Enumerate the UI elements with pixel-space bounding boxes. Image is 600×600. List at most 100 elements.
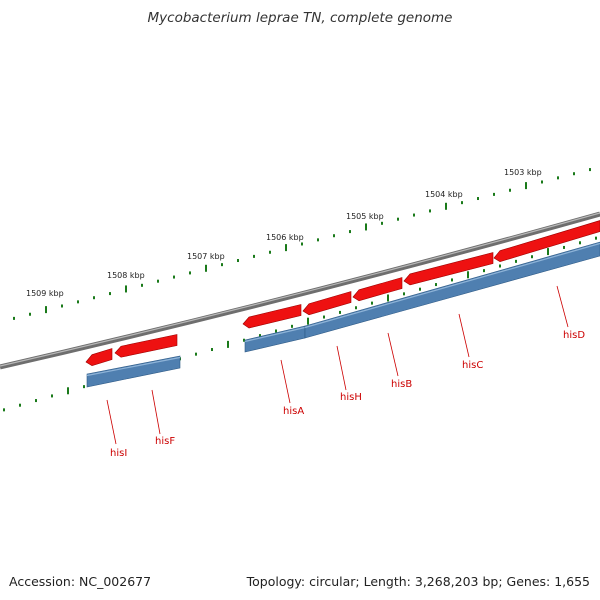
gene-leader-line — [151, 389, 161, 435]
minor-tick — [333, 234, 335, 238]
minor-tick — [563, 245, 565, 249]
genome-backbone — [0, 211, 600, 370]
minor-tick — [451, 278, 453, 282]
scale-label: 1508 kbp — [107, 271, 145, 280]
minor-tick — [477, 197, 479, 201]
scale-label: 1503 kbp — [504, 168, 542, 177]
gene-leader-line — [458, 313, 470, 358]
gene-label: hisI — [110, 448, 127, 459]
gene-arrow — [403, 252, 494, 286]
minor-tick — [419, 287, 421, 291]
minor-tick — [435, 283, 437, 287]
minor-tick — [349, 230, 351, 234]
gene-arrow — [302, 291, 352, 316]
gene-leader-line — [336, 345, 347, 391]
minor-tick — [541, 180, 543, 184]
cds-highlight — [304, 242, 600, 329]
gene-arrow — [85, 348, 113, 366]
minor-tick — [269, 250, 271, 254]
scale-label: 1507 kbp — [187, 252, 225, 261]
gene-label: hisB — [391, 379, 412, 390]
major-tick — [307, 317, 309, 325]
minor-tick — [157, 279, 159, 283]
minor-tick — [29, 312, 31, 316]
major-tick — [285, 244, 287, 252]
gene-label: hisF — [155, 436, 175, 447]
minor-tick — [515, 259, 517, 263]
minor-tick — [51, 394, 53, 398]
gene-arrow — [242, 304, 302, 329]
minor-tick — [557, 176, 559, 180]
minor-tick — [93, 296, 95, 300]
gene-leader-line — [106, 399, 117, 445]
major-tick — [67, 387, 69, 395]
minor-tick — [61, 304, 63, 308]
major-tick — [45, 306, 47, 314]
genome-backbone-highlight — [0, 212, 600, 367]
gene-arrow — [493, 220, 600, 263]
cds-highlight — [244, 326, 306, 343]
minor-tick — [339, 310, 341, 314]
minor-tick — [595, 236, 597, 240]
gene-labels: hisI hisF hisA hisH hisB hisC hisD — [106, 285, 585, 459]
major-tick — [525, 182, 527, 190]
minor-tick — [573, 172, 575, 176]
minor-tick — [83, 385, 85, 389]
gene-leader-line — [280, 359, 291, 404]
minor-tick — [397, 217, 399, 221]
gene-leader-line — [556, 285, 569, 328]
minor-tick — [381, 221, 383, 225]
cds-highlight — [86, 356, 181, 377]
minor-tick — [429, 209, 431, 213]
scale-label: 1505 kbp — [346, 212, 384, 221]
genome-stats-label: Topology: circular; Length: 3,268,203 bp… — [246, 574, 590, 589]
minor-tick — [509, 188, 511, 192]
cds-feature — [304, 241, 600, 339]
minor-tick — [141, 283, 143, 287]
minor-tick — [483, 269, 485, 273]
scale-labels: 1509 kbp 1508 kbp 1507 kbp 1506 kbp 1505 kbp… — [26, 168, 542, 298]
gene-arrow — [114, 334, 178, 358]
minor-tick — [259, 334, 261, 338]
minor-tick — [221, 263, 223, 267]
cds-feature — [86, 355, 181, 388]
major-tick — [227, 340, 229, 348]
gene-label: hisA — [283, 406, 304, 417]
major-tick — [365, 223, 367, 231]
major-tick — [125, 285, 127, 293]
minor-tick — [317, 238, 319, 242]
minor-tick — [3, 408, 5, 412]
minor-tick — [499, 264, 501, 268]
minor-tick — [109, 292, 111, 296]
minor-tick — [237, 259, 239, 263]
major-tick — [387, 294, 389, 302]
minor-tick — [173, 275, 175, 279]
gene-leader-line — [387, 332, 399, 377]
major-tick — [467, 271, 469, 279]
minor-tick — [301, 242, 303, 246]
major-tick — [445, 202, 447, 210]
minor-tick — [291, 324, 293, 328]
minor-tick — [189, 271, 191, 275]
map-title: Mycobacterium leprae TN, complete genome — [147, 10, 453, 26]
major-tick — [547, 248, 549, 256]
accession-label: Accession: NC_002677 — [9, 574, 152, 589]
gene-arrow — [352, 277, 403, 302]
cds-track — [86, 241, 600, 388]
minor-tick — [77, 300, 79, 304]
minor-tick — [13, 316, 15, 320]
minor-tick — [35, 399, 37, 403]
gene-label: hisH — [340, 392, 362, 403]
scale-label: 1506 kbp — [266, 233, 304, 242]
minor-tick — [531, 255, 533, 259]
minor-tick — [275, 329, 277, 333]
scale-label: 1509 kbp — [26, 289, 64, 298]
minor-tick — [253, 254, 255, 258]
minor-tick — [323, 315, 325, 319]
gene-label: hisC — [462, 360, 483, 371]
minor-tick — [211, 348, 213, 352]
inner-tick-track — [3, 236, 597, 412]
gene-label: hisD — [563, 330, 585, 341]
minor-tick — [19, 403, 21, 407]
